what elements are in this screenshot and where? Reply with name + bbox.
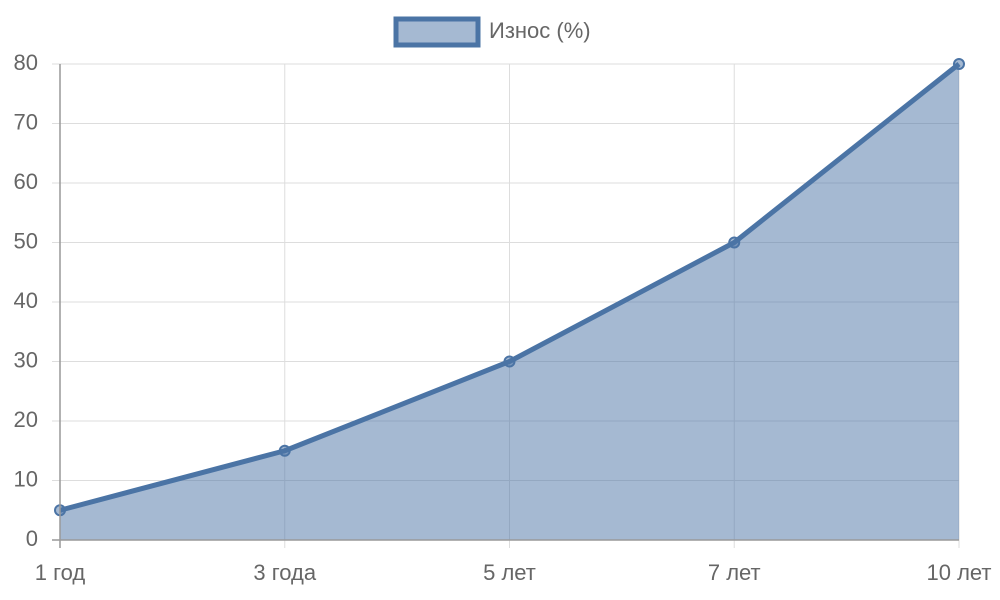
point bbox=[503, 355, 516, 368]
y-tick-label: 0 bbox=[26, 526, 38, 551]
y-tick-label: 80 bbox=[14, 50, 38, 75]
x-tick-label: 7 лет bbox=[708, 560, 761, 585]
y-tick-label: 50 bbox=[14, 228, 38, 253]
x-tick-label: 10 лет bbox=[926, 560, 991, 585]
area bbox=[60, 64, 959, 540]
y-tick-label: 20 bbox=[14, 407, 38, 432]
y-tick-label: 70 bbox=[14, 109, 38, 134]
point bbox=[953, 58, 965, 70]
y-tick-label: 60 bbox=[14, 169, 38, 194]
x-tick-label: 3 года bbox=[253, 560, 316, 585]
y-tick-label: 30 bbox=[14, 347, 38, 372]
x-tick-label: 1 год bbox=[35, 560, 86, 585]
legend-label: Износ (%) bbox=[489, 18, 591, 43]
x-tick-label: 5 лет bbox=[483, 560, 536, 585]
y-tick-label: 10 bbox=[14, 466, 38, 491]
point bbox=[278, 444, 291, 457]
legend-swatch bbox=[393, 16, 481, 48]
y-tick-label: 40 bbox=[14, 288, 38, 313]
point bbox=[728, 236, 741, 249]
